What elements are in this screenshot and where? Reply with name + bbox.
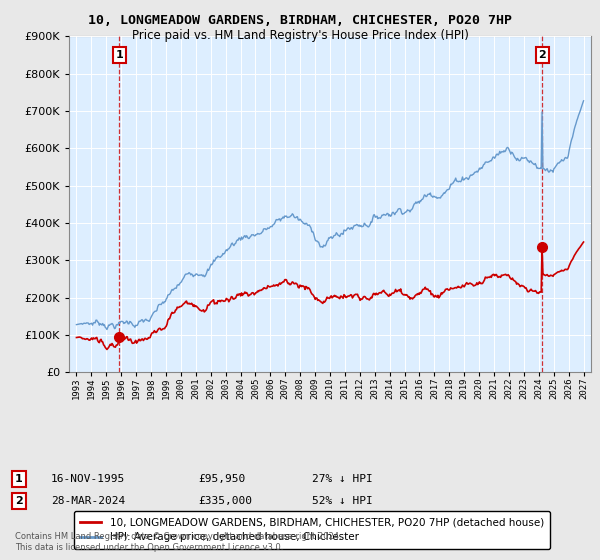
Text: 10, LONGMEADOW GARDENS, BIRDHAM, CHICHESTER, PO20 7HP: 10, LONGMEADOW GARDENS, BIRDHAM, CHICHES… xyxy=(88,14,512,27)
Text: 52% ↓ HPI: 52% ↓ HPI xyxy=(312,496,373,506)
Text: £335,000: £335,000 xyxy=(198,496,252,506)
Text: 1: 1 xyxy=(116,50,123,60)
Legend: 10, LONGMEADOW GARDENS, BIRDHAM, CHICHESTER, PO20 7HP (detached house), HPI: Ave: 10, LONGMEADOW GARDENS, BIRDHAM, CHICHES… xyxy=(74,511,550,549)
Text: 2: 2 xyxy=(15,496,23,506)
Text: 16-NOV-1995: 16-NOV-1995 xyxy=(51,474,125,484)
Text: 2: 2 xyxy=(539,50,546,60)
Text: 1: 1 xyxy=(15,474,23,484)
Text: £95,950: £95,950 xyxy=(198,474,245,484)
Bar xyxy=(69,36,591,372)
Text: 27% ↓ HPI: 27% ↓ HPI xyxy=(312,474,373,484)
Text: Price paid vs. HM Land Registry's House Price Index (HPI): Price paid vs. HM Land Registry's House … xyxy=(131,29,469,42)
Text: Contains HM Land Registry data © Crown copyright and database right 2024.
This d: Contains HM Land Registry data © Crown c… xyxy=(15,532,341,552)
Text: 28-MAR-2024: 28-MAR-2024 xyxy=(51,496,125,506)
Bar xyxy=(69,36,591,372)
